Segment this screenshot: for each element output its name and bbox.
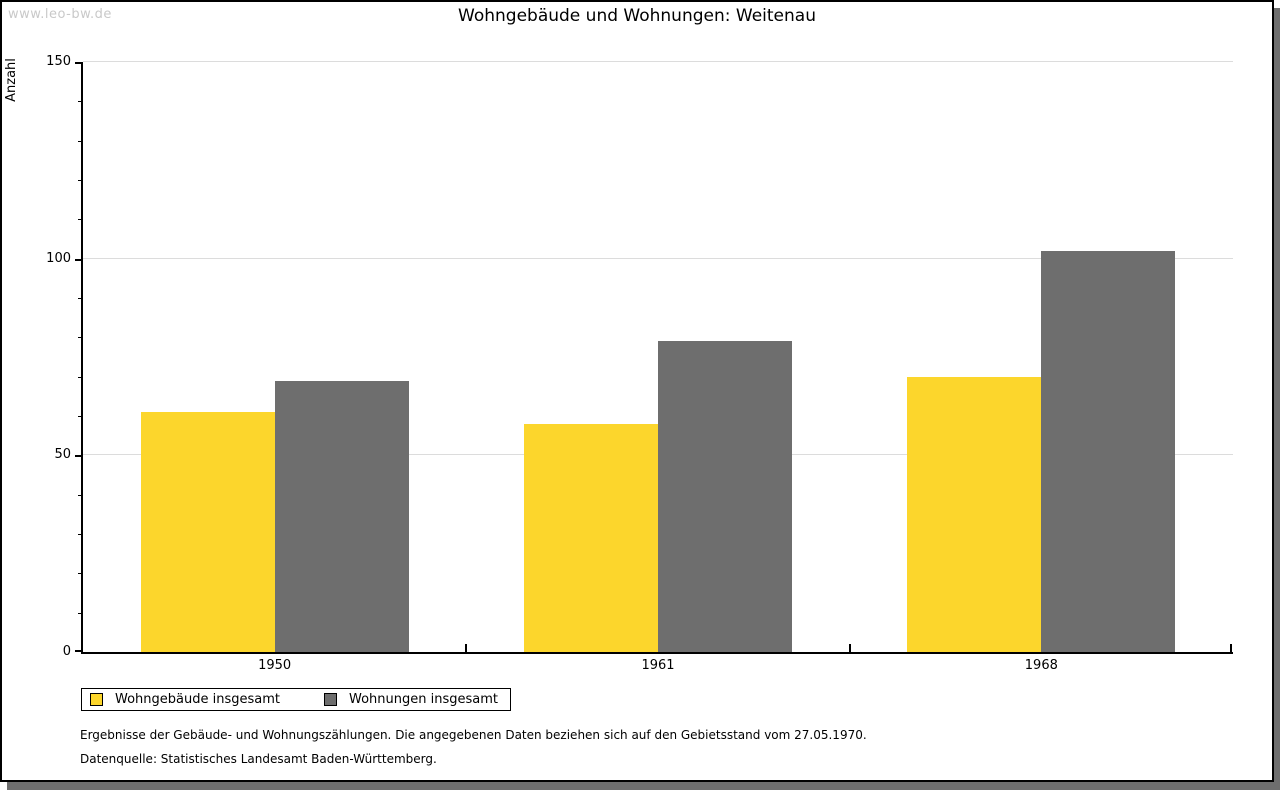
y-tick-minor-60	[78, 416, 83, 417]
y-tick-minor-40	[78, 494, 83, 496]
x-tick-label-1968: 1968	[1024, 658, 1058, 673]
bar-1961-wohnungen	[658, 341, 792, 652]
y-tick-minor-130	[78, 140, 83, 142]
y-tick-minor-70	[78, 376, 83, 378]
y-tick-label-0: 0	[62, 644, 71, 659]
y-tick-minor-80	[78, 337, 83, 339]
y-tick-minor-10	[78, 612, 83, 614]
chart-title: Wohngebäude und Wohnungen: Weitenau	[458, 6, 816, 26]
y-tick-major-50	[75, 455, 83, 458]
x-tick-mark-1	[465, 644, 468, 652]
y-tick-label-100: 100	[46, 250, 71, 266]
y-tick-major-0	[75, 650, 83, 652]
gridline-y-100	[83, 257, 1233, 259]
legend-label-wohnungen: Wohnungen insgesamt	[349, 692, 498, 707]
y-axis-label: Anzahl	[4, 58, 19, 102]
plot-area: 1950 1961 1968 0 50 100 150	[46, 54, 1233, 673]
bar-1968-wohnungen	[1041, 250, 1176, 652]
y-tick-minor-120	[78, 180, 83, 181]
y-tick-major-100	[75, 258, 83, 261]
legend: Wohngebäude insgesamt Wohnungen insgesam…	[81, 688, 511, 711]
bar-1950-wohngebaeude	[140, 412, 275, 652]
x-tick-mark-3	[1230, 644, 1232, 652]
footnote-gebietsstand: Ergebnisse der Gebäude- und Wohnungszähl…	[80, 728, 867, 742]
bar-1968-wohngebaeude	[907, 376, 1042, 652]
legend-label-wohngebaeude: Wohngebäude insgesamt	[115, 692, 280, 707]
y-tick-label-150: 150	[46, 54, 71, 69]
y-tick-minor-30	[78, 534, 83, 535]
y-tick-label-50: 50	[54, 447, 71, 463]
gridline-y-150	[83, 61, 1233, 62]
y-tick-minor-110	[78, 219, 83, 221]
footnote-datenquelle: Datenquelle: Statistisches Landesamt Bad…	[80, 752, 437, 766]
legend-swatch-gray-icon	[324, 693, 337, 706]
y-tick-minor-20	[78, 573, 83, 575]
x-tick-label-1950: 1950	[258, 658, 292, 673]
y-tick-major-150	[75, 62, 83, 64]
legend-swatch-yellow-icon	[90, 693, 103, 706]
y-tick-minor-90	[78, 298, 83, 299]
watermark: www.leo-bw.de	[8, 7, 112, 22]
x-tick-mark-2	[848, 644, 851, 652]
y-tick-minor-140	[78, 101, 83, 103]
bar-1961-wohngebaeude	[524, 423, 658, 652]
bar-1950-wohnungen	[274, 380, 409, 652]
x-tick-label-1961: 1961	[641, 658, 675, 673]
legend-item-wohngebaeude: Wohngebäude insgesamt	[90, 692, 280, 707]
legend-item-wohnungen: Wohnungen insgesamt	[324, 692, 498, 707]
